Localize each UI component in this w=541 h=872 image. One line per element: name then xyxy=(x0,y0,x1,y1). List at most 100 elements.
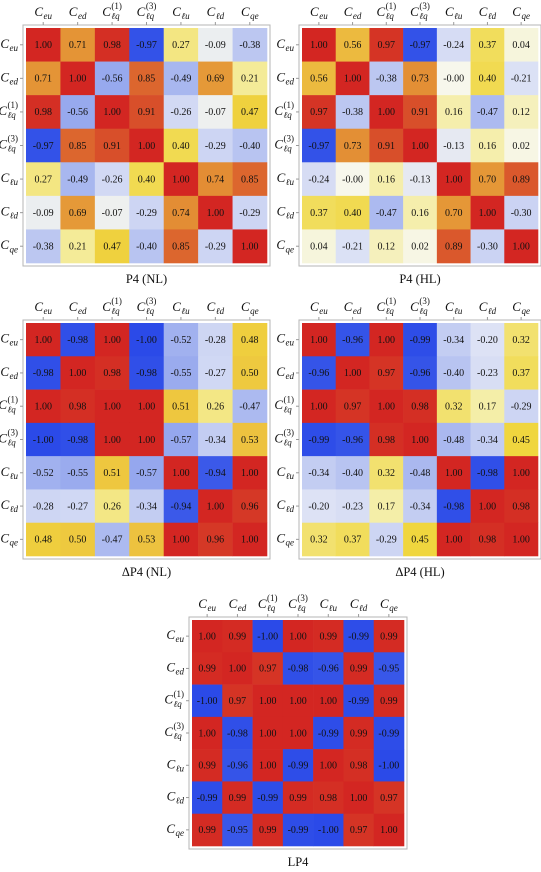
cell-value: 0.98 xyxy=(103,40,121,51)
heatmap-cell xyxy=(470,61,505,96)
heatmap-cell xyxy=(302,162,337,197)
label-symbol: C xyxy=(1,170,10,185)
heatmap-cell xyxy=(470,456,505,490)
cell-value: 0.27 xyxy=(34,174,52,185)
cell-value: -0.96 xyxy=(227,761,248,772)
heatmap-cell xyxy=(313,684,344,718)
label-subscript: ℓq xyxy=(8,110,17,120)
heatmap-cell xyxy=(403,61,438,96)
heatmap-cell xyxy=(26,195,61,230)
label-symbol: C xyxy=(276,69,285,84)
heatmap-panel: 1.00 -0.98 1.00 -1.00 -0.52 -0.28 0.48 -0.98 1.0… xyxy=(0,296,271,579)
heatmap-cell xyxy=(403,522,438,557)
cell-value: 1.00 xyxy=(172,535,190,546)
heatmap-cell xyxy=(313,716,344,750)
label-symbol: C xyxy=(69,4,78,19)
heatmap-cell xyxy=(192,781,223,815)
heatmap-cell xyxy=(192,749,223,782)
label-subscript: ℓd xyxy=(10,211,19,221)
cell-value: 0.45 xyxy=(411,535,429,546)
cell-value: -0.38 xyxy=(376,74,397,85)
cell-value: -0.29 xyxy=(136,208,157,219)
heatmap-cell xyxy=(222,813,253,847)
heatmap-cell xyxy=(302,522,337,557)
label-symbol: C xyxy=(0,103,7,118)
label-subscript: ℓu xyxy=(454,306,463,316)
label-subscript: ed xyxy=(286,76,295,86)
heatmap-cell xyxy=(302,389,337,424)
heatmap-cell xyxy=(94,195,130,230)
cell-value: -0.99 xyxy=(197,793,218,804)
label-subscript: ℓd xyxy=(216,11,225,21)
heatmap-cell xyxy=(60,522,96,557)
y-tick-label: Cℓq(1) xyxy=(0,100,18,120)
cell-value: -0.34 xyxy=(410,501,431,512)
cell-value: -0.38 xyxy=(33,242,54,253)
cell-value: -0.34 xyxy=(443,335,464,346)
cell-value: 0.70 xyxy=(479,174,497,185)
cell-value: 0.37 xyxy=(344,535,362,546)
heatmap-cell xyxy=(436,489,471,524)
label-superscript: (3) xyxy=(146,1,157,11)
cell-value: -0.27 xyxy=(205,368,226,379)
heatmap-cell xyxy=(504,522,539,557)
heatmap-cell xyxy=(436,229,471,264)
heatmap-cell xyxy=(163,128,199,163)
cell-value: 1.00 xyxy=(103,435,121,446)
cell-value: 0.97 xyxy=(259,664,277,675)
cell-value: 0.04 xyxy=(310,242,328,253)
label-subscript: ℓu xyxy=(10,471,19,481)
heatmap-cell xyxy=(470,489,505,524)
heatmap-cell xyxy=(232,323,268,357)
cell-value: 1.00 xyxy=(207,501,225,512)
label-subscript: ed xyxy=(176,666,185,676)
cell-value: -1.00 xyxy=(318,825,339,836)
heatmap-cell xyxy=(403,95,438,130)
cell-value: -0.38 xyxy=(239,40,260,51)
cell-value: -0.52 xyxy=(33,468,54,479)
cell-value: 0.98 xyxy=(479,535,497,546)
cell-value: 0.17 xyxy=(378,501,396,512)
heatmap-cell xyxy=(470,522,505,557)
heatmap-cell xyxy=(373,620,405,653)
cell-value: -0.34 xyxy=(308,468,329,479)
cell-value: 0.89 xyxy=(512,174,530,185)
heatmap-cell xyxy=(470,422,505,457)
cell-value: -0.96 xyxy=(318,664,339,675)
cell-value: 0.47 xyxy=(241,107,259,118)
heatmap-cell xyxy=(60,356,96,390)
cell-value: -0.94 xyxy=(205,468,226,479)
cell-value: -0.99 xyxy=(348,696,369,707)
cell-value: 0.37 xyxy=(310,208,328,219)
heatmap-cell xyxy=(282,813,314,847)
cell-value: 0.40 xyxy=(479,74,497,85)
label-symbol: C xyxy=(288,596,297,611)
cell-value: -0.99 xyxy=(257,793,278,804)
label-subscript: ℓq xyxy=(8,404,17,414)
cell-value: 0.97 xyxy=(310,107,328,118)
cell-value: 0.12 xyxy=(378,242,396,253)
heatmap-cell xyxy=(94,128,130,163)
label-subscript: qe xyxy=(250,306,258,316)
label-superscript: (3) xyxy=(284,134,295,144)
cell-value: -0.29 xyxy=(376,535,397,546)
label-subscript: ℓd xyxy=(216,306,225,316)
label-symbol: C xyxy=(0,36,9,51)
heatmap-cell xyxy=(163,422,199,457)
heatmap-cell xyxy=(335,323,370,357)
cell-value: 0.96 xyxy=(241,501,259,512)
